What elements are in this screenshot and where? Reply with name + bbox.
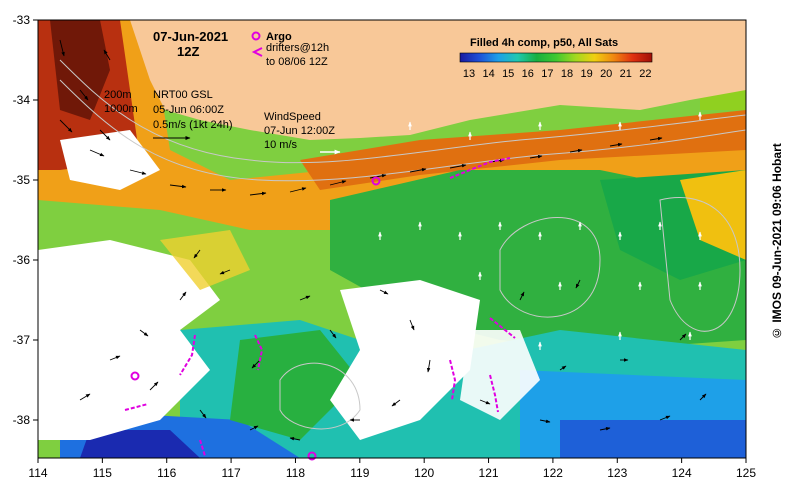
lon-tick-label: 122 <box>543 466 563 480</box>
lon-tick-label: 120 <box>414 466 434 480</box>
colorbar-title: Filled 4h comp, p50, All Sats <box>470 37 618 49</box>
lat-tick-label: -33 <box>13 13 31 27</box>
colorbar-tick-label: 18 <box>561 68 573 80</box>
lon-tick-label: 118 <box>286 466 305 480</box>
drifter-legend-line1: drifters@12h <box>266 42 329 54</box>
wind-legend-line2: 07-Jun 12:00Z <box>264 125 335 137</box>
lat-tick-label: -36 <box>13 253 31 267</box>
colorbar-ticks: 13 14 15 16 17 18 19 20 21 22 <box>463 68 652 80</box>
colorbar-tick-label: 14 <box>482 68 494 80</box>
colorbar-tick-label: 17 <box>541 68 553 80</box>
drifter-tracks <box>124 157 516 457</box>
lon-tick-label: 123 <box>607 466 627 480</box>
current-legend-line2: 05-Jun 06:00Z <box>153 104 224 116</box>
colorbar-tick-label: 21 <box>620 68 632 80</box>
lat-tick-label: -35 <box>13 173 31 187</box>
lon-tick-label: 125 <box>736 466 756 480</box>
argo-float-marker <box>371 176 381 186</box>
colorbar-tick-label: 22 <box>639 68 651 80</box>
isobath-label-200: 200m <box>104 89 132 101</box>
wind-legend-line3: 10 m/s <box>264 139 298 151</box>
lon-tick-label: 121 <box>479 466 499 480</box>
current-legend-line1: NRT00 GSL <box>153 89 213 101</box>
lon-tick-label: 124 <box>672 466 692 480</box>
argo-markers <box>130 176 381 461</box>
argo-float-marker <box>307 451 317 461</box>
sst-field <box>38 20 746 458</box>
latitude-axis: -33 -34 -35 -36 -37 -38 <box>13 13 38 427</box>
colorbar-tick-label: 16 <box>522 68 534 80</box>
colorbar-tick-label: 20 <box>600 68 612 80</box>
wind-vectors <box>378 111 702 350</box>
colorbar-tick-label: 13 <box>463 68 475 80</box>
argo-legend-icon <box>251 31 261 41</box>
date-title: 07-Jun-2021 <box>153 29 228 44</box>
lat-tick-label: -34 <box>13 93 31 107</box>
lon-tick-label: 117 <box>222 466 241 480</box>
isobath-label-1000: 1000m <box>104 103 138 115</box>
colorbar-tick-label: 19 <box>580 68 592 80</box>
lon-tick-label: 119 <box>350 466 369 480</box>
drifter-legend-line2: to 08/06 12Z <box>266 56 328 68</box>
wind-legend-line1: WindSpeed <box>264 111 321 123</box>
colorbar <box>459 52 653 63</box>
time-title: 12Z <box>177 44 199 59</box>
argo-float-marker <box>130 371 140 381</box>
lat-tick-label: -38 <box>13 413 31 427</box>
lon-tick-label: 116 <box>157 466 176 480</box>
isobath-lines <box>59 59 746 430</box>
lon-tick-label: 114 <box>28 466 47 480</box>
current-legend-line3: 0.5m/s (1kt 24h) <box>153 119 232 131</box>
map-frame <box>37 19 747 459</box>
drifter-legend-icon <box>251 47 263 57</box>
credit-text: © IMOS 09-Jun-2021 09:06 Hobart <box>770 143 784 341</box>
lat-tick-label: -37 <box>13 333 31 347</box>
current-vectors <box>59 39 707 441</box>
longitude-axis: 114 115 116 117 118 119 120 121 122 123 124 125 <box>28 458 756 480</box>
argo-legend-label: Argo <box>266 31 292 43</box>
lon-tick-label: 115 <box>93 466 112 480</box>
colorbar-tick-label: 15 <box>502 68 514 80</box>
